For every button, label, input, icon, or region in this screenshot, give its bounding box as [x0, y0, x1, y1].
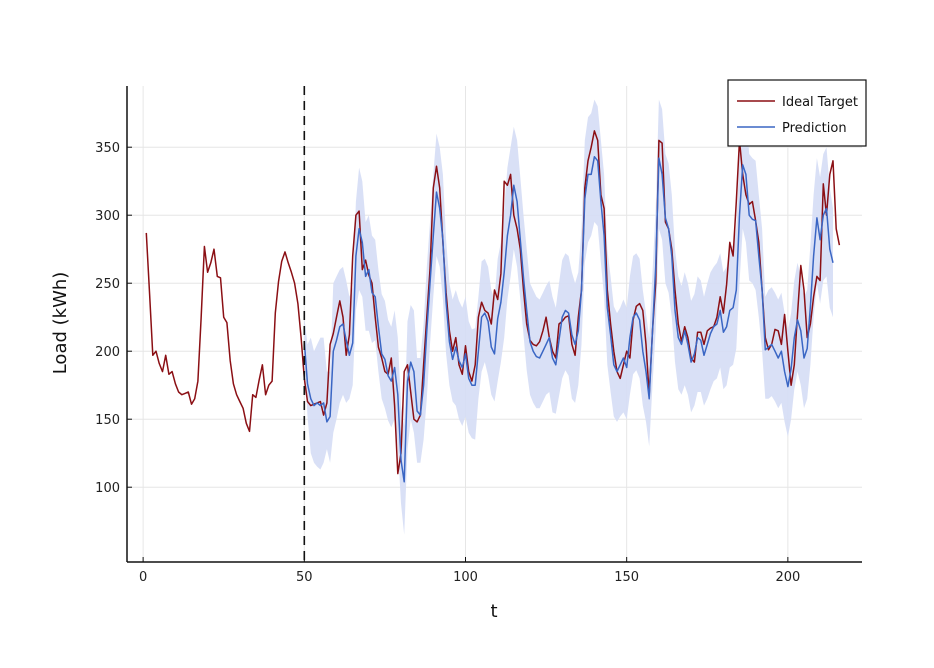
legend-box	[727, 79, 867, 147]
axes	[126, 86, 862, 563]
series-prediction	[303, 155, 834, 483]
tick-labels: 0 50 100 150 200 100 150 200 250 300 350	[95, 141, 800, 585]
y-tick-label: 300	[95, 209, 120, 224]
x-tick-label: 200	[775, 570, 800, 585]
x-tick-label: 0	[139, 570, 147, 585]
x-tick-label: 100	[453, 570, 478, 585]
x-tick-label: 150	[614, 570, 639, 585]
x-tick-label: 50	[296, 570, 313, 585]
y-tick-label: 100	[95, 481, 120, 496]
legend: Ideal Target Prediction	[727, 79, 867, 147]
legend-label-prediction: Prediction	[782, 121, 847, 136]
x-axis-title: t	[490, 601, 497, 622]
y-tick-label: 150	[95, 413, 120, 428]
y-tick-label: 250	[95, 277, 120, 292]
legend-label-ideal-target: Ideal Target	[782, 95, 858, 110]
prediction-line	[303, 155, 834, 483]
y-tick-label: 200	[95, 345, 120, 360]
y-axis-title: Load (kWh)	[50, 272, 71, 375]
ideal-target-line	[145, 130, 841, 475]
series-ideal-target	[145, 130, 841, 475]
y-tick-label: 350	[95, 141, 120, 156]
